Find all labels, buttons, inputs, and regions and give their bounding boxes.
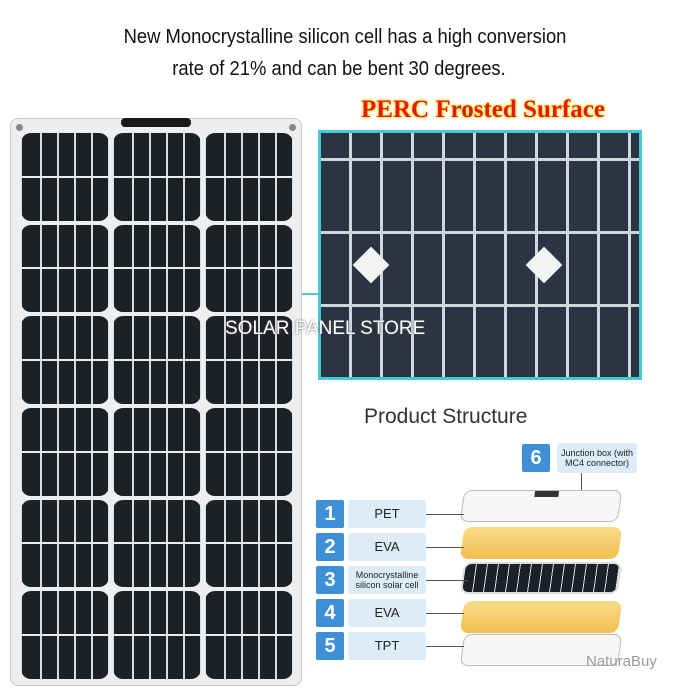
solar-cell [205, 133, 293, 221]
leader-line [426, 580, 468, 581]
solar-cell [205, 316, 293, 404]
structure-title: Product Structure [364, 405, 528, 428]
solar-cell [205, 591, 293, 679]
layer-eva [459, 601, 623, 633]
solar-cell [21, 224, 109, 313]
cable-icon [121, 118, 191, 127]
cell-grid [21, 133, 293, 679]
solar-cell [113, 133, 201, 221]
watermark: SOLAR PANEL STORE [225, 318, 426, 339]
badge-6: 6 [522, 444, 550, 472]
screw-icon [16, 124, 23, 131]
badge-3: 3 [316, 566, 344, 594]
solar-cell [21, 591, 109, 679]
solar-cell [21, 499, 109, 588]
headline-line-1: New Monocrystalline silicon cell has a h… [123, 26, 567, 48]
perc-title: PERC Frosted Surface [361, 96, 605, 123]
leader-line [426, 547, 464, 548]
solar-cell [21, 407, 109, 496]
leader-line [426, 613, 464, 614]
zoom-connector-line [302, 293, 318, 295]
solar-cell [21, 133, 109, 221]
layer-label: EVA [348, 599, 426, 627]
solar-cell [21, 316, 109, 404]
layer-label: Monocrystalline silicon solar cell [348, 566, 426, 594]
layer-label: EVA [348, 533, 426, 561]
leader-line [426, 646, 464, 647]
badge-5: 5 [316, 632, 344, 660]
brand-watermark: NaturaBuy [586, 653, 657, 670]
leader-line [426, 514, 464, 515]
screw-icon [289, 124, 296, 131]
solar-cell [205, 407, 293, 496]
solar-cell [113, 224, 201, 313]
label-junction-box: Junction box (with MC4 connector) [557, 443, 637, 473]
solar-cell [205, 499, 293, 588]
layer-label: PET [348, 500, 426, 528]
surface-closeup-image [318, 130, 642, 380]
headline-line-2: rate of 21% and can be bent 30 degrees. [172, 58, 506, 80]
badge-1: 1 [316, 500, 344, 528]
solar-panel-image [10, 118, 302, 686]
layer-cells [459, 562, 623, 594]
badge-2: 2 [316, 533, 344, 561]
solar-cell [113, 316, 201, 404]
layer-label: TPT [348, 632, 426, 660]
solar-cell [205, 224, 293, 313]
layer-pet [459, 490, 623, 522]
solar-cell [113, 407, 201, 496]
solar-cell [113, 499, 201, 588]
layer-eva [459, 527, 623, 559]
solar-cell [113, 591, 201, 679]
badge-4: 4 [316, 599, 344, 627]
